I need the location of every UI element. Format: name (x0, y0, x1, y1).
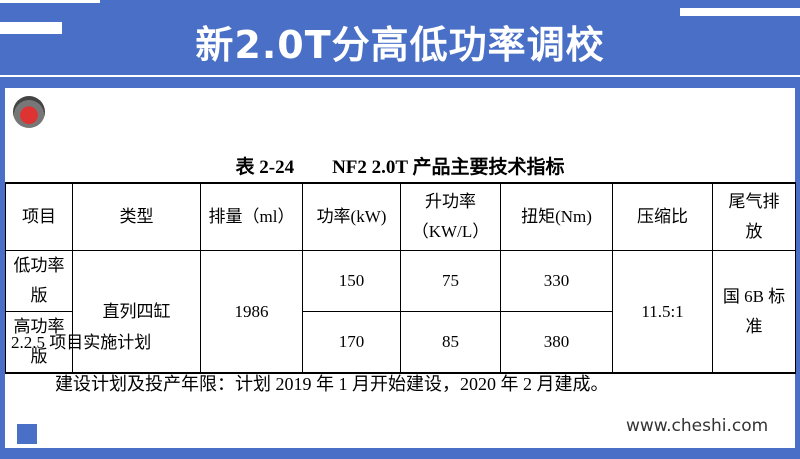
text: 排量（ml） (208, 207, 295, 226)
cell: 高功率版 (5, 311, 73, 374)
text: 类型 (119, 207, 154, 226)
header-cell: 项目 (5, 182, 73, 251)
header-cell: 排量（ml） (200, 182, 303, 251)
document: 表 2-24 NF2 2.0T 产品主要技术指标 项目 类型 排量（ml） 功率… (5, 88, 796, 448)
cell: 低功率版 (5, 250, 73, 312)
text: 升功率 (425, 192, 476, 211)
text: （KW/L） (411, 222, 490, 241)
cell: 75 (400, 250, 501, 312)
cell: 330 (500, 250, 613, 312)
text: 功率(kW) (316, 207, 387, 226)
cell: 380 (500, 311, 613, 374)
text: 国 6B 标 (722, 286, 786, 306)
watermark: www.cheshi.com (626, 416, 769, 436)
cell: 国 6B 标准 (712, 250, 796, 374)
avatar (13, 96, 45, 128)
decoration (0, 75, 800, 77)
header-cell: 扭矩(Nm) (500, 182, 613, 251)
decoration (680, 8, 800, 16)
cell: 直列四缸 (72, 250, 201, 374)
text: 扭矩(Nm) (521, 207, 592, 226)
text: 放 (745, 222, 763, 241)
header-cell: 类型 (72, 182, 201, 251)
paragraph: 建设计划及投产年限：计划 2019 年 1 月开始建设，2020 年 2 月建成… (55, 374, 609, 394)
spec-table: 项目 类型 排量（ml） 功率(kW) 升功率 （KW/L） 扭矩(Nm) 压缩比… (5, 182, 796, 374)
title: 新2.0T分高低功率调校 (195, 23, 605, 67)
header-cell: 尾气排放 (712, 182, 796, 251)
cell: 150 (302, 250, 401, 312)
header-cell: 升功率 （KW/L） (400, 182, 501, 251)
decoration (0, 0, 100, 3)
cell: 170 (302, 311, 401, 374)
cell: 11.5:1 (612, 250, 713, 374)
header-cell: 功率(kW) (302, 182, 401, 251)
section-heading: 2.2.5 项目实施计划 (11, 333, 152, 352)
text: 准 (745, 316, 763, 336)
text: 项目 (22, 207, 56, 226)
table-caption: 表 2-24 NF2 2.0T 产品主要技术指标 (235, 157, 565, 178)
decoration (0, 22, 62, 34)
cell: 85 (400, 311, 501, 374)
text: 尾气排 (728, 192, 780, 211)
decoration (17, 424, 37, 444)
text: 压缩比 (637, 207, 688, 226)
header-cell: 压缩比 (612, 182, 713, 251)
cell: 1986 (200, 250, 303, 374)
